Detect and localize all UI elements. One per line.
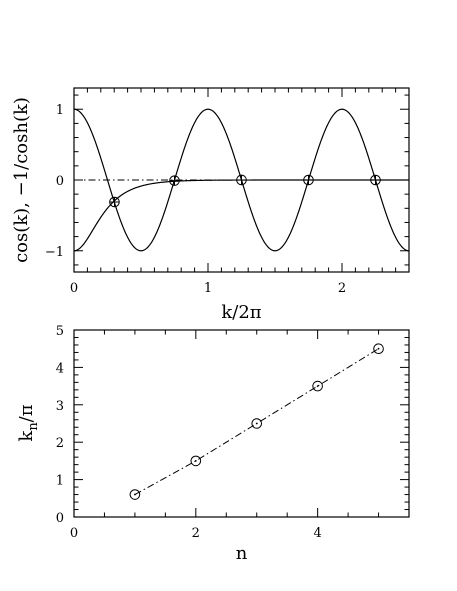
bottom-series-line [134,348,379,495]
bottom-ticks [73,329,410,518]
bottom-dash-dot-line [134,348,379,495]
bottom-data-point-center [255,422,258,425]
top-y-tick-label: 1 [56,103,64,118]
bottom-data-point [312,380,323,392]
bottom-x-tick-label: 2 [192,526,200,541]
top-x-tick-label: 2 [338,281,346,296]
bottom-y-axis-label: kn/π [16,404,41,441]
bottom-y-label-subscript: n [26,422,41,431]
bottom-data-point [251,418,263,429]
bottom-x-tick-label: 0 [70,526,78,541]
top-x-tick-label: 1 [204,281,212,296]
bottom-y-tick-label: 3 [56,399,64,414]
bottom-markers [129,343,384,500]
bottom-data-point [190,455,202,467]
top-y-tick-label: 0 [56,174,64,189]
top-y-axis-label: cos(k), −1/cosh(k) [11,97,32,263]
bottom-y-label-rest: /π [16,404,37,422]
bottom-y-tick-label: 5 [56,324,64,339]
bottom-y-label-k: k [16,430,37,442]
top-tick-labels: 0 1 2 −1 0 1 [45,103,346,296]
top-minus-sech-curve [73,179,409,252]
bottom-y-tick-label: 4 [56,361,64,376]
bottom-y-tick-label: 2 [56,436,64,451]
top-markers [109,174,381,208]
bottom-y-tick-label: 0 [56,511,64,526]
top-y-tick-label: −1 [45,245,64,260]
bottom-x-axis-label: n [236,543,248,564]
bottom-data-point-center [194,460,197,462]
bottom-data-point-center [316,385,319,387]
bottom-x-tick-label: 4 [313,526,321,541]
top-x-axis-label: k/2π [221,302,261,323]
bottom-data-point-center [377,347,380,350]
top-ticks [73,88,410,272]
bottom-data-point-center [134,493,136,496]
top-x-tick-label: 0 [70,281,78,296]
bottom-y-tick-label: 1 [56,474,64,489]
top-panel: 0 1 2 −1 0 1 k/2π cos(k), −1/cosh(k) [11,87,410,323]
bottom-tick-labels: 0 2 4 0 1 2 3 4 5 [56,324,322,541]
bottom-data-point [129,489,141,500]
bottom-data-point [373,343,384,355]
bottom-plot-frame [73,329,410,518]
